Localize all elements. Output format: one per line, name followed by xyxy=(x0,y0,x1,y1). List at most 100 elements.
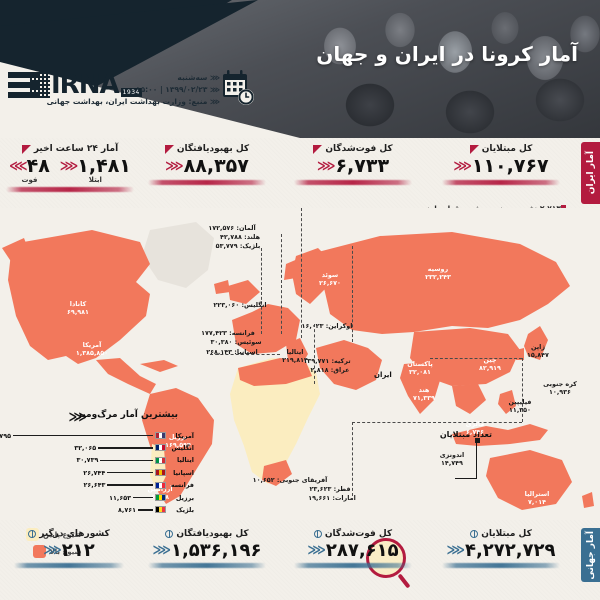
globe-icon xyxy=(470,529,479,538)
chevron-icon: ⋘ xyxy=(68,410,87,425)
chart-bar-country: بلژیک xyxy=(176,505,194,514)
map-region-greenland xyxy=(142,222,214,288)
map-label-12: سوئد ۲۶,۶۷۰ xyxy=(319,271,341,288)
map-label-14: ترکیه: ۱۳۹,۷۷۱ xyxy=(303,357,351,365)
map-label-value: ۱۹,۶۶۱ xyxy=(308,494,331,502)
world-stat-deaths-label-row: کل فوت‌شدگان xyxy=(278,529,428,539)
chevron-icon: ⋘ xyxy=(43,543,61,558)
iran-stat-last24: آمار ۲۴ ساعت اخیر ۱,۴۸۱ ⋘ ابتلا ۴۸ ⋙ ف xyxy=(2,144,138,192)
chart-bar-row: ایتالیا ۳۰,۷۳۹ xyxy=(76,455,194,466)
chart-bar-value: ۲۶,۷۴۴ xyxy=(83,468,106,477)
map-label-country: فیلیپین xyxy=(508,398,532,406)
chart-it-flag xyxy=(155,456,166,464)
iran-section-tab: آمار ایران xyxy=(581,142,600,204)
map-label-1: آمریکا ۱,۳۸۵,۸۵۰ xyxy=(76,341,108,358)
map-label-value: ۵۳,۷۷۹ xyxy=(215,242,238,250)
page-title: آمار کرونا در ایران و جهان xyxy=(316,42,578,66)
map-label-5: هلند: ۴۲,۷۸۸ xyxy=(219,233,261,241)
iran-stat-total-cases-label: کل مبتلایان xyxy=(481,144,533,154)
map-label-value: ۲۶,۶۷۰ xyxy=(319,279,341,288)
map-label-25: استرالیا ۷,۰۱۴ xyxy=(525,490,550,507)
iran-last24-deaths-sub: فوت xyxy=(21,176,38,184)
guide-dashed-line xyxy=(352,422,353,496)
chart-bar-country: اسپانیا xyxy=(173,468,194,477)
deaths-bar-chart: بیشترین آمار مرگ‌ومیر ⋘ آمریکا ۸۱,۷۹۵ انگل… xyxy=(0,408,196,520)
flag-marker-icon xyxy=(21,144,31,154)
iran-stat-deaths-value: ۶,۷۳۳ xyxy=(335,155,390,177)
chevron-icon: ⋘ xyxy=(446,543,464,558)
map-region-uk xyxy=(228,280,260,304)
map-label-13: اوکراین: ۱۶,۰۲۳ xyxy=(301,322,353,330)
map-label-country: ترکیه xyxy=(334,357,351,365)
world-stat-total-cases: کل مبتلایان ۴,۲۷۲,۷۲۹ ⋘ xyxy=(426,529,576,568)
world-section-tab: آمار جهانی xyxy=(581,528,600,582)
map-label-country: هند xyxy=(418,386,430,394)
iran-last24-deaths-value: ۴۸ xyxy=(26,155,50,177)
chart-bar-row: انگلیس ۳۲,۰۶۵ xyxy=(74,442,194,453)
map-label-country: مالزی xyxy=(465,420,485,428)
iran-stat-deaths-label: کل فوت‌شدگان xyxy=(325,144,393,154)
map-label-value: ۲۳,۶۲۳ xyxy=(309,485,332,493)
world-stat-total-cases-value: ۴,۲۷۲,۷۲۹ xyxy=(464,540,556,561)
chart-bar xyxy=(107,484,153,486)
chart-bar-country: انگلیس xyxy=(171,443,194,452)
map-label-country: پاکستان xyxy=(407,360,433,368)
chart-bar-value: ۲۶,۶۴۳ xyxy=(83,481,106,490)
underline-brush xyxy=(6,187,134,192)
map-label-value: ۱۷۲,۵۷۶ xyxy=(208,224,235,232)
map-label-4: آلمان: ۱۷۲,۵۷۶ xyxy=(208,224,256,232)
globe-icon xyxy=(28,529,37,538)
world-stat-total-cases-label-row: کل مبتلایان xyxy=(426,529,576,539)
guide-dashed-line xyxy=(430,358,522,359)
map-label-country: هلند xyxy=(246,233,261,241)
map-label-country: اسپانیا xyxy=(236,348,258,356)
guide-dashed-line xyxy=(281,234,282,334)
world-stat-countries-value-row: ۲۱۲ ⋘ xyxy=(4,540,134,561)
map-label-country: عراق xyxy=(333,366,350,374)
header-meta: ⋘ سه‌شنبه ⋘ ۱۳۹۹/۰۲/۲۳ | ۱۵:۰۰ ⋘ منبع: و… xyxy=(47,72,221,108)
iran-stat-last24-label-row: آمار ۲۴ ساعت اخیر xyxy=(2,144,138,154)
map-label-value: ۳۲,۰۸۱ xyxy=(409,368,431,377)
guide-dashed-line xyxy=(314,324,315,384)
chart-bar xyxy=(138,509,153,511)
globe-icon xyxy=(313,529,322,538)
chart-bar-row: اسپانیا ۲۶,۷۴۴ xyxy=(83,467,194,478)
underline-brush xyxy=(442,180,560,185)
map-label-country: سوئد xyxy=(321,271,339,279)
chart-br-flag xyxy=(155,494,166,501)
map-label-value: ۳۰,۳۸۰ xyxy=(210,338,233,346)
world-stat-deaths-label: کل فوت‌شدگان xyxy=(324,529,393,539)
map-label-country: آرژانتین xyxy=(147,485,173,493)
legend-item-high: شیوع بالا xyxy=(26,545,81,558)
iran-section-tab-label: آمار ایران xyxy=(585,151,596,195)
map-label-8: فرانسه: ۱۷۷,۴۲۳ xyxy=(201,329,255,337)
map-label-19: هند ۷۱,۳۳۹ xyxy=(413,386,435,403)
map-label-21: کره جنوبی ۱۰,۹۳۶ xyxy=(543,380,577,397)
map-callout-line xyxy=(476,441,477,479)
underline-brush xyxy=(148,563,266,568)
map-label-country: ژاپن xyxy=(530,343,546,351)
flag-marker-icon xyxy=(313,144,323,154)
underline-brush xyxy=(294,563,412,568)
underline-brush xyxy=(148,180,266,185)
chevron-icon: ⋘ xyxy=(210,86,221,94)
world-stats-bar: آمار جهانی کل مبتلایان ۴,۲۷۲,۷۲۹ ⋘ کل فو… xyxy=(0,528,600,586)
map-region-north-america xyxy=(8,230,150,364)
iran-stats-bar: آمار ایران کل مبتلایان ۱۱۰,۷۶۷ ⋘ کل فوت‌… xyxy=(0,142,600,204)
irna-logo: IRNA 1934 xyxy=(8,70,142,100)
flag-marker-icon xyxy=(469,144,479,154)
map-label-country: انگلیس xyxy=(244,301,267,309)
world-stat-countries-label: کشورهای درگیر xyxy=(39,529,110,539)
map-label-country: ایتالیا xyxy=(286,348,304,356)
iran-last24-cases-value-row: ۱,۴۸۱ ⋘ xyxy=(60,155,131,177)
world-map-svg xyxy=(0,208,600,520)
chart-bar-country: فرانسه xyxy=(170,481,194,490)
guide-dashed-line xyxy=(522,358,523,422)
map-label-value: ۱,۳۸۵,۸۵۰ xyxy=(75,349,109,358)
iran-stat-total-cases: کل مبتلایان ۱۱۰,۷۶۷ ⋘ xyxy=(426,144,576,185)
header-banner: آمار کرونا در ایران و جهان IRNA 1934 ⋘ س… xyxy=(0,0,600,138)
legend-swatch-high xyxy=(32,545,46,558)
chevron-icon: ⋙ xyxy=(9,158,27,174)
map-label-value: ۱۶,۰۲۳ xyxy=(301,322,324,330)
iran-stat-recovered-value-row: ۸۸,۳۵۷ ⋘ xyxy=(132,155,282,177)
